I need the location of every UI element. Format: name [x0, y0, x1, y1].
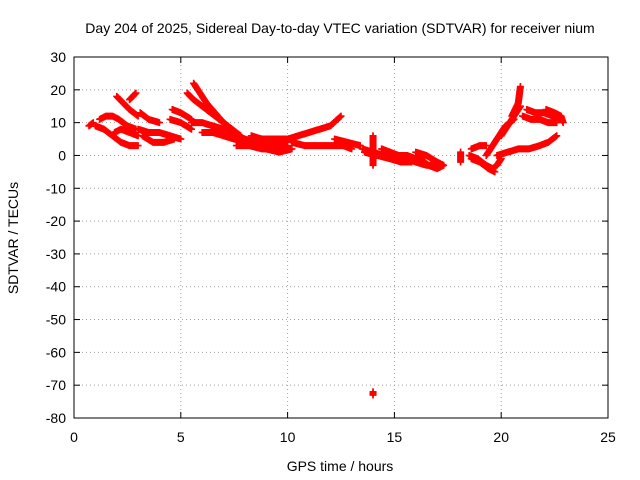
chart-title: Day 204 of 2025, Sidereal Day-to-day VTE…: [85, 20, 594, 36]
data-point-marker: [288, 145, 296, 153]
data-point-marker: [491, 168, 499, 176]
grid-lines: [74, 57, 608, 418]
y-tick-label: -80: [46, 410, 66, 426]
y-tick-label: -30: [46, 246, 66, 262]
y-tick-label: -40: [46, 279, 66, 295]
x-tick-label: 0: [70, 429, 78, 445]
data-point-marker: [155, 119, 163, 127]
y-tick-label: 10: [50, 115, 66, 131]
data-point-marker: [177, 135, 185, 143]
data-point-marker: [516, 83, 524, 91]
data-point-marker: [553, 119, 561, 127]
x-tick-label: 15: [387, 429, 403, 445]
axis-ticks: 0 5 10 15 20 25 -80 -70 -60 -50 -40 -30 -20 -10 0 10 20 3…: [46, 49, 616, 445]
plot-frame: [73, 56, 609, 419]
x-tick-label: 20: [493, 429, 509, 445]
x-axis-label: GPS time / hours: [287, 458, 394, 474]
data-point-marker: [457, 148, 465, 156]
data-point-marker: [134, 142, 142, 150]
data-point-marker: [170, 135, 178, 143]
data-point-marker: [482, 142, 490, 150]
y-tick-label: -70: [46, 377, 66, 393]
y-tick-label: -60: [46, 344, 66, 360]
y-tick-label: 20: [50, 82, 66, 98]
y-axis-label: SDTVAR / TECUs: [5, 182, 21, 294]
data-point-marker: [336, 113, 344, 121]
x-tick-label: 25: [600, 429, 616, 445]
y-tick-label: 0: [58, 147, 66, 163]
data-point-marker: [187, 125, 195, 133]
data-point-marker: [132, 89, 140, 97]
x-tick-label: 5: [177, 429, 185, 445]
data-point-marker: [337, 112, 345, 120]
data-point-marker: [131, 90, 139, 98]
data-point-marker: [369, 161, 377, 169]
x-tick-label: 10: [280, 429, 296, 445]
y-tick-label: -50: [46, 312, 66, 328]
data-points: [85, 79, 567, 399]
data-point-marker: [553, 132, 561, 140]
data-point-marker: [369, 391, 377, 399]
data-point-marker: [440, 161, 448, 169]
y-tick-label: -10: [46, 180, 66, 196]
data-point-marker: [559, 119, 567, 127]
y-tick-label: -20: [46, 213, 66, 229]
y-tick-label: 30: [50, 49, 66, 65]
